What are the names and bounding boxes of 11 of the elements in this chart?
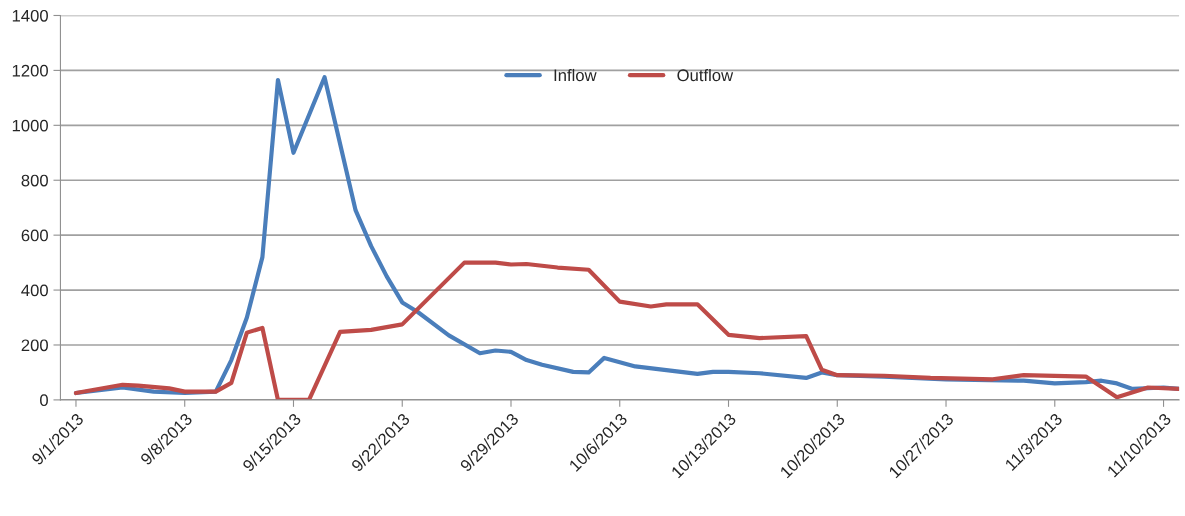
y-tick-label: 1200 (12, 64, 48, 77)
y-tick-label: 800 (21, 174, 48, 187)
y-tick-label: 1000 (12, 119, 48, 132)
y-tick-label: 400 (21, 284, 48, 297)
y-tick-label: 1400 (12, 9, 48, 22)
y-tick-label: 200 (21, 339, 48, 352)
y-tick-label: 0 (40, 394, 48, 407)
legend-label: Inflow (554, 68, 597, 82)
y-tick-label: 600 (21, 229, 48, 242)
legend-label: Outflow (677, 68, 734, 82)
line-series (73, 260, 1180, 400)
